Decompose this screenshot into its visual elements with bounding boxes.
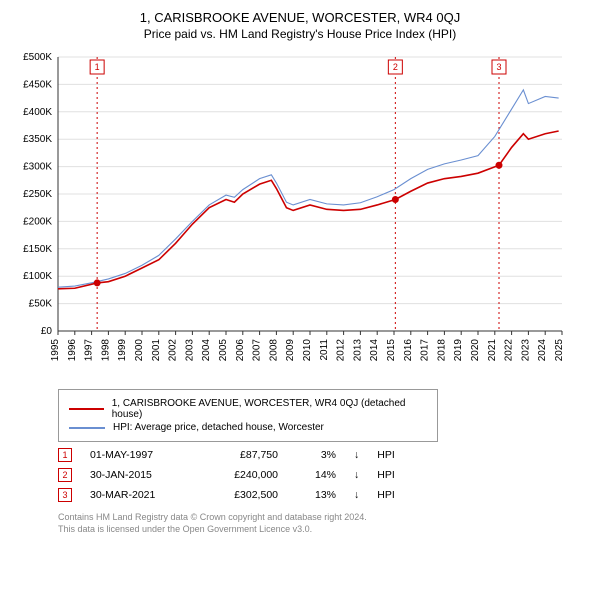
chart-subtitle: Price paid vs. HM Land Registry's House …: [12, 27, 588, 41]
svg-text:2022: 2022: [504, 339, 515, 362]
svg-text:2014: 2014: [369, 339, 380, 362]
svg-text:£350K: £350K: [23, 134, 52, 145]
footnote: Contains HM Land Registry data © Crown c…: [58, 512, 588, 535]
svg-text:1999: 1999: [117, 339, 128, 362]
legend: 1, CARISBROOKE AVENUE, WORCESTER, WR4 0Q…: [58, 389, 438, 442]
sale-pct: 13%: [296, 489, 336, 501]
svg-text:£250K: £250K: [23, 189, 52, 200]
legend-row: 1, CARISBROOKE AVENUE, WORCESTER, WR4 0Q…: [69, 398, 427, 420]
sale-pct: 3%: [296, 449, 336, 461]
legend-swatch: [69, 408, 104, 410]
svg-text:£100K: £100K: [23, 271, 52, 282]
svg-text:2010: 2010: [302, 339, 313, 362]
svg-text:1998: 1998: [100, 339, 111, 362]
svg-text:£450K: £450K: [23, 79, 52, 90]
svg-text:2017: 2017: [420, 339, 431, 362]
sale-date: 01-MAY-1997: [90, 449, 190, 461]
legend-swatch: [69, 427, 105, 429]
line-chart: £0 £50K £100K £150K £200K £250K £300K £350K £400…: [12, 51, 572, 381]
svg-text:1997: 1997: [84, 339, 95, 362]
down-arrow-icon: ↓: [354, 469, 359, 481]
legend-row: HPI: Average price, detached house, Worc…: [69, 422, 427, 433]
legend-label: 1, CARISBROOKE AVENUE, WORCESTER, WR4 0Q…: [112, 398, 427, 420]
chart-area: £0 £50K £100K £150K £200K £250K £300K £350K £400…: [12, 51, 588, 381]
sale-price: £240,000: [208, 469, 278, 481]
svg-text:2021: 2021: [487, 339, 498, 362]
sale-suffix: HPI: [377, 449, 395, 461]
svg-text:2008: 2008: [268, 339, 279, 362]
svg-text:2019: 2019: [453, 339, 464, 362]
svg-text:1996: 1996: [67, 339, 78, 362]
svg-text:2023: 2023: [520, 339, 531, 362]
down-arrow-icon: ↓: [354, 449, 359, 461]
sale-marker-box: 2: [58, 468, 72, 482]
svg-text:2025: 2025: [554, 339, 565, 362]
svg-text:£400K: £400K: [23, 107, 52, 118]
svg-text:£150K: £150K: [23, 244, 52, 255]
sale-suffix: HPI: [377, 469, 395, 481]
svg-text:£300K: £300K: [23, 162, 52, 173]
sale-pct: 14%: [296, 469, 336, 481]
sale-date: 30-JAN-2015: [90, 469, 190, 481]
sale-date: 30-MAR-2021: [90, 489, 190, 501]
svg-text:2020: 2020: [470, 339, 481, 362]
svg-text:2012: 2012: [336, 339, 347, 362]
svg-text:3: 3: [496, 62, 501, 72]
svg-text:2004: 2004: [201, 339, 212, 362]
svg-text:2024: 2024: [537, 339, 548, 362]
svg-text:1995: 1995: [50, 339, 61, 362]
svg-text:2001: 2001: [151, 339, 162, 362]
svg-text:£200K: £200K: [23, 216, 52, 227]
svg-text:1: 1: [95, 62, 100, 72]
footnote-line: Contains HM Land Registry data © Crown c…: [58, 512, 588, 524]
sale-row: 3 30-MAR-2021 £302,500 13% ↓ HPI: [58, 488, 588, 502]
svg-text:2015: 2015: [386, 339, 397, 362]
sale-row: 1 01-MAY-1997 £87,750 3% ↓ HPI: [58, 448, 588, 462]
svg-text:2007: 2007: [252, 339, 263, 362]
svg-text:2013: 2013: [352, 339, 363, 362]
svg-text:2003: 2003: [184, 339, 195, 362]
sale-marker-box: 1: [58, 448, 72, 462]
sale-price: £302,500: [208, 489, 278, 501]
svg-text:2: 2: [393, 62, 398, 72]
svg-text:2006: 2006: [235, 339, 246, 362]
svg-text:2002: 2002: [168, 339, 179, 362]
chart-title: 1, CARISBROOKE AVENUE, WORCESTER, WR4 0Q…: [12, 10, 588, 25]
down-arrow-icon: ↓: [354, 489, 359, 501]
svg-text:£50K: £50K: [29, 299, 53, 310]
svg-text:£500K: £500K: [23, 52, 52, 63]
svg-text:2018: 2018: [436, 339, 447, 362]
svg-text:£0: £0: [41, 326, 53, 337]
svg-text:2016: 2016: [403, 339, 414, 362]
footnote-line: This data is licensed under the Open Gov…: [58, 524, 588, 536]
sale-marker-box: 3: [58, 488, 72, 502]
svg-text:2009: 2009: [285, 339, 296, 362]
legend-label: HPI: Average price, detached house, Worc…: [113, 422, 324, 433]
sale-row: 2 30-JAN-2015 £240,000 14% ↓ HPI: [58, 468, 588, 482]
svg-text:2005: 2005: [218, 339, 229, 362]
svg-text:2011: 2011: [319, 339, 330, 361]
sales-table: 1 01-MAY-1997 £87,750 3% ↓ HPI 2 30-JAN-…: [58, 448, 588, 502]
svg-text:2000: 2000: [134, 339, 145, 362]
sale-suffix: HPI: [377, 489, 395, 501]
sale-price: £87,750: [208, 449, 278, 461]
